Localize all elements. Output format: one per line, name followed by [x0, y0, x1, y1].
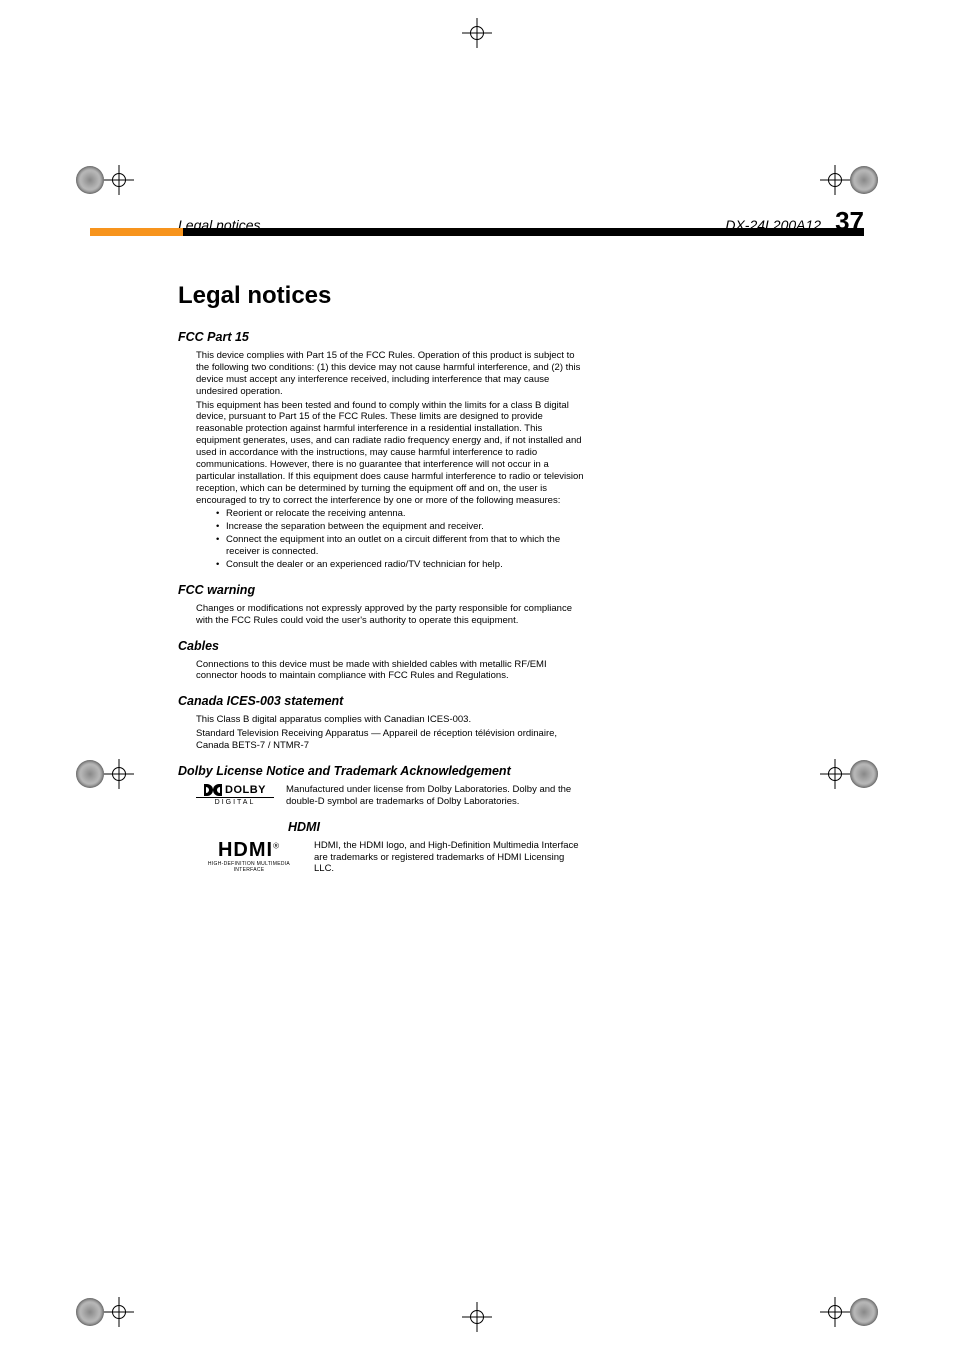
dolby-logo-text: DOLBY	[225, 784, 266, 796]
reg-mark-bottom	[468, 1308, 486, 1326]
heading-ices: Canada ICES-003 statement	[178, 694, 586, 708]
hdmi-logo-sub: HIGH-DEFINITION MULTIMEDIA INTERFACE	[196, 861, 302, 873]
heading-fcc15: FCC Part 15	[178, 330, 586, 344]
content-column: Legal notices FCC Part 15 This device co…	[178, 282, 586, 875]
heading-cables: Cables	[178, 639, 586, 653]
dolby-p1: Manufactured under license from Dolby La…	[286, 784, 586, 808]
heading-hdmi: HDMI	[288, 820, 586, 834]
fcc15-bullets: Reorient or relocate the receiving anten…	[216, 508, 586, 570]
crop-mark-tr	[820, 166, 878, 194]
hdmi-logo-text: HDMI	[218, 839, 273, 861]
dolby-dd-icon	[204, 784, 222, 796]
crop-mark-mr	[820, 760, 878, 788]
fccwarn-p1: Changes or modifications not expressly a…	[196, 603, 586, 627]
cables-p1: Connections to this device must be made …	[196, 659, 586, 683]
hdmi-p1: HDMI, the HDMI logo, and High-Definition…	[314, 840, 586, 876]
crop-mark-br	[820, 1298, 878, 1326]
ices-p1: This Class B digital apparatus complies …	[196, 714, 586, 726]
heading-dolby: Dolby License Notice and Trademark Ackno…	[178, 764, 586, 778]
list-item: Reorient or relocate the receiving anten…	[216, 508, 586, 520]
list-item: Consult the dealer or an experienced rad…	[216, 559, 586, 571]
list-item: Increase the separation between the equi…	[216, 521, 586, 533]
main-title: Legal notices	[178, 282, 586, 310]
ices-p2: Standard Television Receiving Apparatus …	[196, 728, 586, 752]
crop-mark-ml	[76, 760, 134, 788]
fcc15-p1: This device complies with Part 15 of the…	[196, 350, 586, 398]
hdmi-logo: HDMI® HIGH-DEFINITION MULTIMEDIA INTERFA…	[196, 840, 302, 873]
fcc15-p2: This equipment has been tested and found…	[196, 400, 586, 507]
dolby-logo: DOLBY DIGITAL	[196, 784, 274, 806]
crop-mark-bl	[76, 1298, 134, 1326]
crop-mark-tl	[76, 166, 134, 194]
heading-fccwarn: FCC warning	[178, 583, 586, 597]
reg-mark-top	[468, 24, 486, 42]
list-item: Connect the equipment into an outlet on …	[216, 534, 586, 558]
dolby-logo-sub: DIGITAL	[196, 797, 274, 806]
header-rule	[90, 228, 864, 236]
